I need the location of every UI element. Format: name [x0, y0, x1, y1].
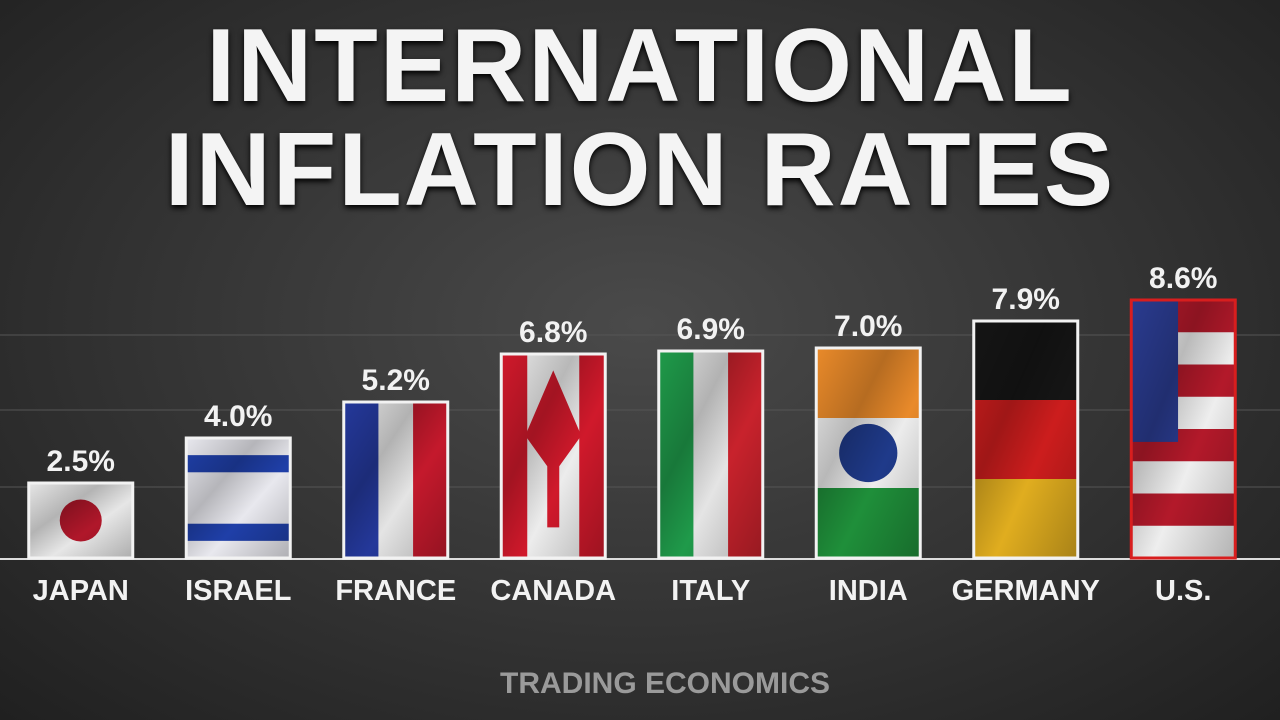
bar-group — [499, 352, 607, 560]
flag-shade — [186, 438, 291, 558]
flag-shade — [816, 348, 921, 558]
flag — [501, 354, 606, 558]
source: TRADING ECONOMICS — [500, 667, 830, 700]
value-label: 7.0% — [834, 310, 902, 343]
bar-group — [1129, 298, 1237, 560]
flag-shade — [501, 354, 606, 558]
value-label: 8.6% — [1149, 262, 1217, 295]
value-label: 6.8% — [519, 316, 587, 349]
flag-shade — [28, 483, 133, 558]
flag — [973, 321, 1078, 558]
bar — [27, 481, 135, 560]
flag — [658, 351, 763, 558]
value-label: 2.5% — [47, 445, 115, 478]
bar — [972, 319, 1080, 560]
flag-shade — [658, 351, 763, 558]
value-label: 7.9% — [992, 283, 1060, 316]
value-label: 4.0% — [204, 400, 272, 433]
value-label: 6.9% — [677, 313, 745, 346]
bar — [184, 436, 292, 560]
flag-shade — [973, 321, 1078, 558]
x-tick-label: ITALY — [671, 575, 750, 607]
x-tick-label: CANADA — [490, 575, 616, 607]
x-tick-label: INDIA — [829, 575, 908, 607]
flag — [28, 483, 133, 558]
bar — [657, 349, 765, 560]
flag — [816, 348, 921, 558]
bar — [499, 352, 607, 560]
bar-group — [342, 400, 450, 560]
bar-group — [657, 349, 765, 560]
value-label: 5.2% — [362, 364, 430, 397]
flag — [186, 438, 291, 558]
flag — [343, 402, 448, 558]
x-tick-label: U.S. — [1155, 575, 1211, 607]
bar-group — [814, 346, 922, 560]
x-tick-label: FRANCE — [335, 575, 456, 607]
x-tick-label: ISRAEL — [185, 575, 291, 607]
chart-title: INTERNATIONAL INFLATION RATES — [164, 8, 1116, 228]
bar-group — [184, 436, 292, 560]
bar — [814, 346, 922, 560]
bar-group — [27, 481, 135, 560]
x-tick-label: GERMANY — [952, 575, 1100, 607]
flag — [1131, 300, 1236, 558]
bar — [342, 400, 450, 560]
bar-group — [972, 319, 1080, 560]
flag-shade — [343, 402, 448, 558]
bar — [1129, 298, 1237, 560]
flag-shade — [1131, 300, 1236, 558]
x-tick-label: JAPAN — [33, 575, 129, 607]
